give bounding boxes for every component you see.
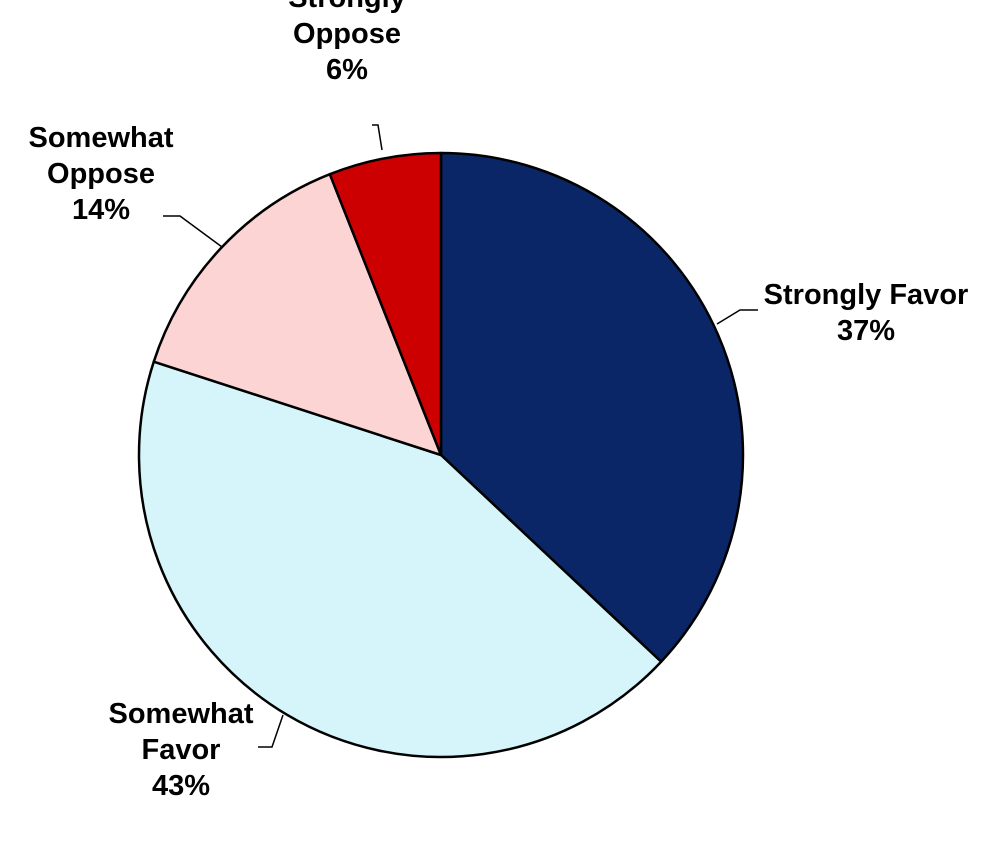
slice-labels: Strongly Favor 37%Somewhat Favor 43%Somewha…	[28, 0, 968, 802]
slice-category-label: Strongly Favor	[764, 279, 969, 311]
pie-slice-strongly-oppose	[328, 151, 443, 457]
slice-category-label: Oppose	[293, 18, 401, 50]
leader-line	[258, 714, 284, 748]
leader-line	[163, 215, 223, 248]
pie-slice-strongly-favor	[439, 151, 745, 663]
slice-label: Somewhat Oppose 14%	[28, 122, 173, 226]
pie-slice-somewhat-oppose	[152, 172, 443, 457]
pie-slices	[137, 151, 745, 759]
slice-label: Somewhat Favor 43%	[108, 698, 253, 802]
slice-category-label: Oppose	[47, 158, 155, 190]
slice-value-label: 6%	[326, 54, 368, 86]
slice-value-label: 43%	[152, 770, 210, 802]
slice-category-label: Strongly	[288, 0, 406, 14]
leader-lines	[163, 124, 758, 748]
slice-label: Strongly Favor 37%	[764, 279, 969, 347]
slice-category-label: Favor	[142, 734, 221, 766]
slice-value-label: 37%	[837, 315, 895, 347]
leader-line	[372, 124, 383, 151]
pie-slice-somewhat-favor	[137, 360, 663, 759]
slice-category-label: Somewhat	[108, 698, 253, 730]
slice-value-label: 14%	[72, 194, 130, 226]
leader-line	[716, 309, 758, 325]
slice-label: Strongly Oppose 6%	[288, 0, 406, 86]
slice-category-label: Somewhat	[28, 122, 173, 154]
